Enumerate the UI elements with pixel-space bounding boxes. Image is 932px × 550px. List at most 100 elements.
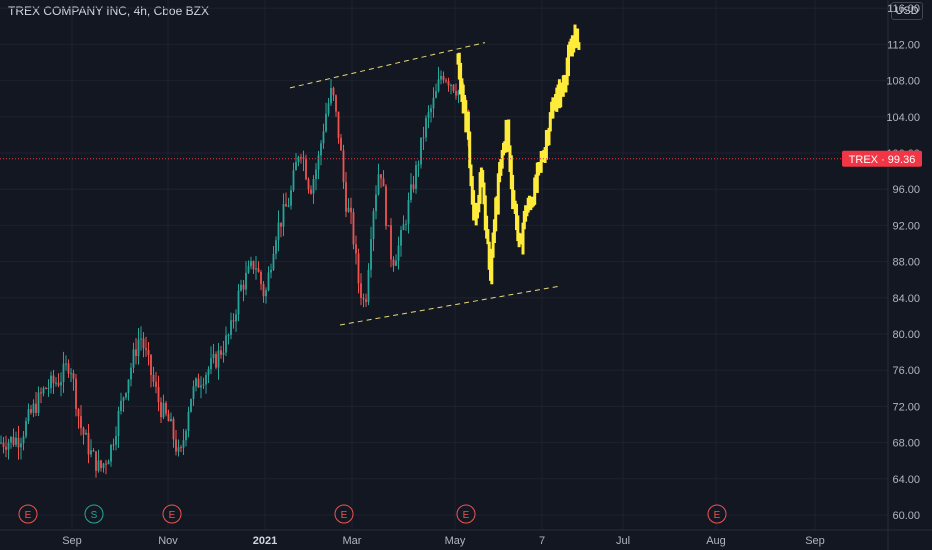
split-event-marker[interactable]: [84, 504, 104, 524]
candle-body: [157, 386, 160, 403]
candle-body: [42, 387, 45, 394]
candle-body: [270, 269, 272, 273]
candle-body: [170, 418, 172, 422]
candle-body: [190, 398, 192, 412]
candle-body: [45, 387, 47, 389]
event-marker-label: E: [169, 510, 176, 521]
candle-body: [10, 436, 12, 443]
candle-body: [435, 91, 437, 98]
candle-body: [192, 386, 195, 399]
candle-body: [430, 108, 432, 113]
candle-body: [2, 442, 5, 447]
x-tick-label: Sep: [805, 535, 825, 547]
candle-body: [182, 440, 185, 448]
x-tick-label: Mar: [343, 535, 362, 547]
candle-body: [147, 349, 150, 356]
candle-body: [282, 204, 285, 227]
candle-body: [297, 157, 300, 163]
candle-body: [347, 207, 350, 212]
event-marker-label: E: [341, 510, 348, 521]
candle-body: [320, 143, 322, 156]
candle-body: [400, 230, 402, 246]
candle-body: [180, 447, 182, 449]
candle-body: [290, 190, 292, 206]
candle-body: [195, 378, 197, 387]
candle-body: [155, 381, 157, 387]
candle-body: [112, 444, 115, 446]
candle-body: [85, 432, 87, 435]
candle-body: [47, 387, 50, 389]
candle-body: [95, 451, 97, 471]
candle-body: [60, 382, 62, 386]
candle-body: [150, 355, 152, 376]
candle-body: [277, 222, 280, 241]
candle-body: [222, 352, 225, 355]
candle-body: [440, 76, 442, 80]
candle-body: [65, 363, 67, 365]
y-tick-label: 116.00: [887, 3, 920, 15]
candle-body: [415, 165, 417, 189]
candle-body: [262, 284, 265, 297]
candle-body: [5, 446, 7, 450]
candle-body: [50, 375, 52, 388]
candle-body: [367, 269, 370, 303]
candle-body: [207, 369, 210, 376]
earnings-event-marker[interactable]: [162, 504, 182, 524]
earnings-event-marker[interactable]: [334, 504, 354, 524]
event-marker-label: E: [463, 510, 470, 521]
candle-body: [52, 375, 55, 384]
candle-body: [422, 137, 425, 139]
candle-body: [300, 157, 302, 159]
candle-body: [25, 421, 27, 437]
earnings-event-marker[interactable]: [456, 504, 476, 524]
candle-body: [67, 363, 70, 374]
candle-body: [452, 84, 455, 91]
candle-body: [390, 225, 392, 260]
candle-body: [432, 97, 435, 109]
candle-body: [55, 382, 57, 384]
currency-button[interactable]: USD: [891, 2, 923, 20]
candle-body: [250, 261, 252, 267]
y-tick-label: 92.00: [892, 220, 920, 232]
candle-body: [325, 113, 327, 132]
candle-body: [97, 460, 100, 471]
candle-body: [70, 373, 72, 375]
candle-body: [362, 297, 365, 300]
candle-body: [127, 379, 130, 393]
candle-body: [352, 212, 355, 245]
candle-body: [107, 461, 110, 465]
candle-body: [450, 84, 452, 86]
candle-body: [355, 244, 357, 254]
candle-body: [280, 222, 282, 227]
y-tick-label: 104.00: [886, 112, 920, 124]
candle-body: [35, 403, 37, 413]
candle-body: [397, 245, 400, 261]
candle-body: [215, 354, 217, 368]
candle-body: [272, 253, 275, 270]
candle-body: [162, 402, 165, 418]
x-tick-label: Jul: [616, 535, 630, 547]
candle-body: [370, 239, 372, 270]
earnings-event-marker[interactable]: [707, 504, 727, 524]
candle-body: [402, 224, 405, 231]
candle-body: [342, 150, 345, 183]
candle-body: [142, 338, 145, 349]
candle-body: [105, 463, 107, 465]
candle-body: [12, 436, 15, 445]
candle-body: [117, 410, 120, 437]
x-tick-label: Nov: [158, 535, 178, 547]
candle-body: [405, 223, 407, 225]
trend-line: [339, 285, 561, 326]
candle-body: [125, 392, 127, 398]
earnings-event-marker[interactable]: [18, 504, 38, 524]
candle-body: [330, 87, 332, 104]
candle-body: [140, 338, 142, 340]
candle-body: [227, 335, 230, 337]
candle-body: [420, 137, 422, 165]
candle-body: [165, 402, 167, 414]
candle-body: [302, 157, 305, 160]
candle-body: [185, 430, 187, 441]
candle-body: [327, 103, 330, 114]
candle-body: [202, 384, 205, 386]
